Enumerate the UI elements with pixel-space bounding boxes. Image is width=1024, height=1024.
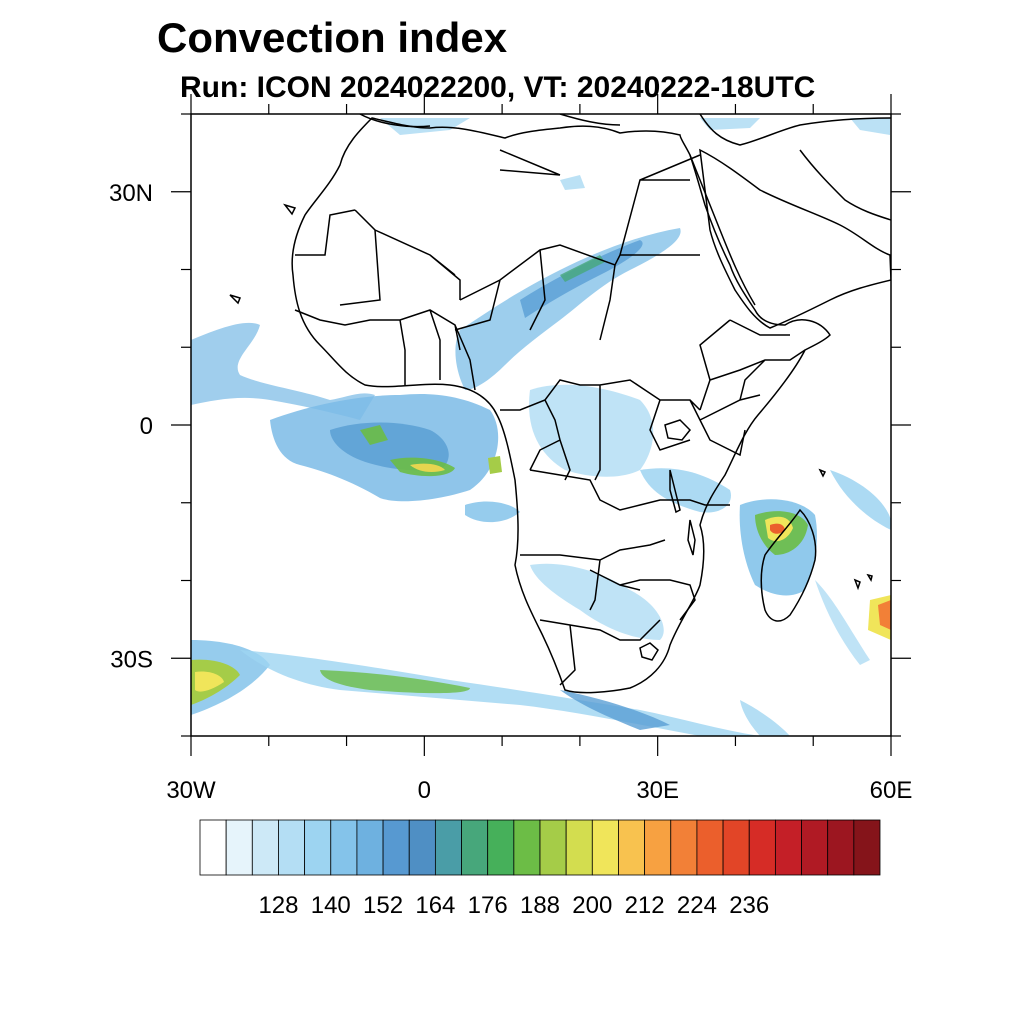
convection-south-band-core <box>320 670 470 694</box>
chart-subtitle: Run: ICON 2024022200, VT: 20240222-18UTC <box>180 71 816 104</box>
colorbar-swatch <box>487 819 515 876</box>
convection-southern-africa <box>530 563 664 640</box>
chart-title: Convection index <box>157 14 508 61</box>
convection-yellow-gulf <box>410 463 445 473</box>
convection-small-north <box>380 118 890 190</box>
colorbar-swatch <box>774 819 802 876</box>
colorbar-swatch <box>356 819 384 876</box>
red-sea <box>689 154 756 306</box>
colorbar-label: 188 <box>520 892 560 919</box>
convection-band-sahara <box>455 228 681 390</box>
convection-green-coast <box>488 456 502 474</box>
colorbar-label: 152 <box>363 892 403 919</box>
convection-indian-band <box>815 580 870 665</box>
colorbar-swatch <box>722 819 750 876</box>
colorbar <box>199 819 881 876</box>
colorbar-swatch <box>251 819 279 876</box>
colorbar-swatch <box>539 819 567 876</box>
arabia <box>699 148 891 329</box>
convection-madagascar-red <box>770 523 785 534</box>
colorbar-swatch <box>670 819 698 876</box>
borders-north <box>295 149 701 341</box>
colorbar-swatch <box>382 819 410 876</box>
convection-south-west-hot <box>195 671 224 692</box>
colorbar-label: 200 <box>572 892 612 919</box>
mediterranean-north <box>359 114 891 146</box>
colorbar-swatch <box>801 819 829 876</box>
colorbar-swatch <box>434 819 462 876</box>
lake-victoria <box>664 419 692 441</box>
lon-tick-label: 30E <box>636 777 679 804</box>
colorbar-swatch <box>278 819 306 876</box>
colorbar-label: 224 <box>677 892 717 919</box>
convection-field <box>191 118 891 736</box>
colorbar-swatch <box>853 819 881 876</box>
colorbar-label: 176 <box>468 892 508 919</box>
colorbar-label: 212 <box>625 892 665 919</box>
lat-tick-label: 30N <box>109 180 153 207</box>
convection-band-atlantic <box>191 322 375 420</box>
colorbar-swatch <box>513 819 541 876</box>
coastlines <box>229 114 891 694</box>
colorbar-swatch <box>199 819 227 876</box>
map-tick-labels: 30W 0 30E 60E 30N 0 30S <box>109 180 912 804</box>
colorbar-swatch <box>827 819 855 876</box>
colorbar-swatch <box>618 819 646 876</box>
borders-central <box>500 379 761 481</box>
convection-south-band <box>240 650 760 736</box>
lesotho <box>639 642 659 661</box>
islands <box>229 203 873 591</box>
colorbar-swatch <box>225 819 253 876</box>
lon-tick-label: 0 <box>418 777 431 804</box>
lon-tick-label: 60E <box>870 777 913 804</box>
colorbar-label: 236 <box>729 892 769 919</box>
colorbar-swatch <box>330 819 358 876</box>
convection-green-sahara <box>560 255 605 282</box>
borders-east <box>699 319 806 411</box>
convection-southeast <box>740 700 790 736</box>
lat-tick-label: 0 <box>140 413 153 440</box>
colorbar-swatch <box>748 819 776 876</box>
convection-indian-ocean <box>830 470 891 530</box>
colorbar-label: 164 <box>415 892 455 919</box>
map-ticks <box>171 94 911 756</box>
madagascar <box>760 508 817 622</box>
lake-tanganyika <box>669 469 681 514</box>
convection-central-2 <box>640 468 731 513</box>
convection-indian-east-2 <box>878 600 891 630</box>
colorbar-swatch <box>591 819 619 876</box>
convection-green-west <box>360 425 388 445</box>
convection-core-sahara <box>520 240 643 318</box>
colorbar-swatch <box>644 819 672 876</box>
lat-tick-label: 30S <box>110 646 153 673</box>
colorbar-swatch <box>408 819 436 876</box>
persian-gulf <box>799 149 891 221</box>
colorbar-labels: 128 140 152 164 176 188 200 212 224 236 <box>258 892 769 919</box>
convection-south-band-east <box>560 690 670 730</box>
lake-malawi <box>687 519 696 556</box>
colorbar-label: 128 <box>258 892 298 919</box>
colorbar-swatch <box>696 819 724 876</box>
colorbar-label: 140 <box>311 892 351 919</box>
africa-coastline <box>291 117 831 694</box>
colorbar-swatch <box>304 819 332 876</box>
colorbar-swatch <box>461 819 489 876</box>
convection-central <box>529 384 654 477</box>
colorbar-swatch <box>565 819 593 876</box>
lon-tick-label: 30W <box>166 777 216 804</box>
borders-west <box>294 309 476 391</box>
convection-south-atl <box>465 501 520 523</box>
borders-south <box>520 469 730 686</box>
